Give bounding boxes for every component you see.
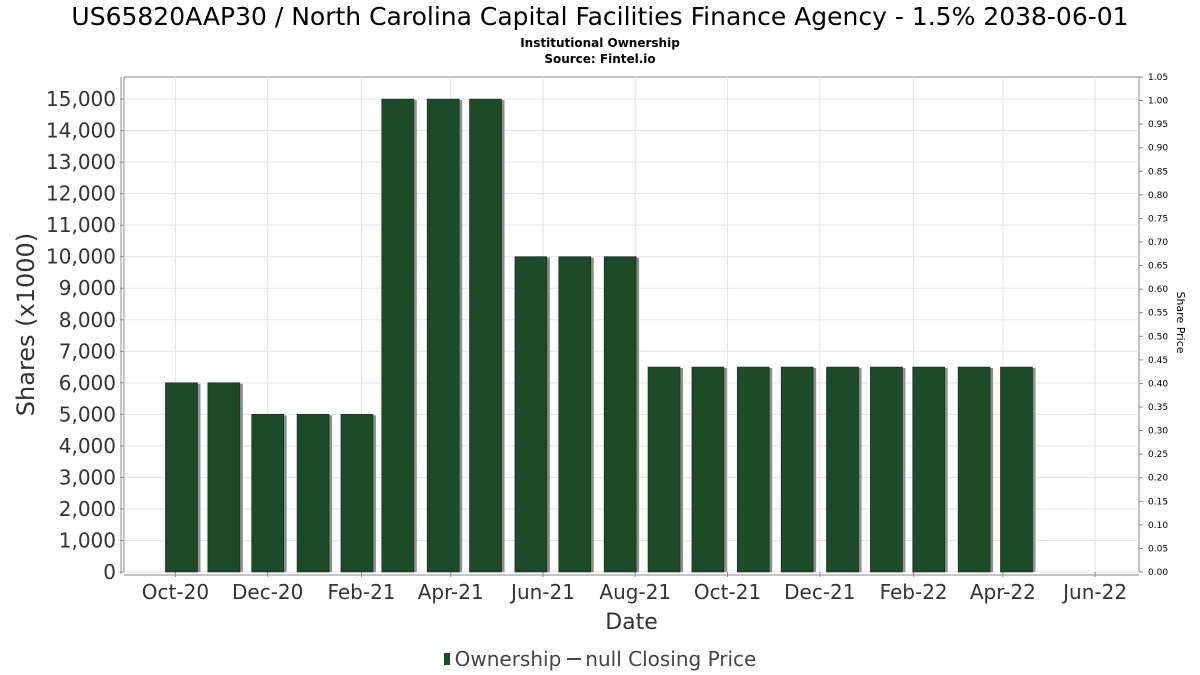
x-tick-label: Oct-21 xyxy=(694,580,761,604)
y2-tick-label: 0.45 xyxy=(1148,356,1168,366)
x-tick-label: Jun-21 xyxy=(509,580,575,604)
y-tick-label: 8,000 xyxy=(59,308,116,332)
y2-tick-label: 0.00 xyxy=(1148,568,1168,578)
ownership-bar xyxy=(1000,366,1033,573)
y-tick-label: 15,000 xyxy=(46,87,116,111)
y-tick-label: 4,000 xyxy=(59,434,116,458)
y2-tick-label: 0.10 xyxy=(1148,521,1168,531)
ownership-bar xyxy=(870,366,903,573)
y2-tick-label: 0.20 xyxy=(1148,474,1168,484)
closing-price-legend-line xyxy=(567,658,582,660)
y-tick-label: 12,000 xyxy=(46,182,116,206)
x-tick-label: Apr-22 xyxy=(970,580,1036,604)
chart-legend: Ownership null Closing Price xyxy=(0,647,1200,671)
chart-title: US65820AAP30 / North Carolina Capital Fa… xyxy=(71,2,1129,31)
ownership-bar xyxy=(207,382,241,573)
y2-tick-label: 0.50 xyxy=(1148,332,1168,342)
y2-tick-label: 0.95 xyxy=(1148,120,1168,130)
y-tick-label: 0 xyxy=(103,560,116,584)
y-tick-label: 11,000 xyxy=(46,213,116,237)
y2-tick-label: 0.15 xyxy=(1148,497,1168,507)
y-tick-label: 2,000 xyxy=(59,497,116,521)
x-tick-label: Apr-21 xyxy=(418,580,484,604)
y2-tick-label: 0.25 xyxy=(1148,450,1168,460)
x-tick-label: Dec-21 xyxy=(784,580,855,604)
y2-axis-label: Share Price xyxy=(1174,291,1187,353)
ownership-bar xyxy=(647,366,681,573)
chart-source: Source: Fintel.io xyxy=(544,52,656,66)
x-tick-label: Dec-20 xyxy=(232,580,303,604)
ownership-bar xyxy=(469,98,502,573)
ownership-bar xyxy=(296,414,330,573)
y-tick-label: 13,000 xyxy=(46,150,116,174)
y-tick-label: 1,000 xyxy=(59,528,116,552)
y-tick-label: 6,000 xyxy=(59,371,116,395)
ownership-bar xyxy=(691,366,725,573)
ownership-bar xyxy=(165,382,198,573)
y-tick-label: 5,000 xyxy=(59,402,116,426)
y2-tick-label: 0.30 xyxy=(1148,427,1168,437)
x-tick-label: Jun-22 xyxy=(1061,580,1127,604)
ownership-bar xyxy=(736,366,770,573)
y2-tick-label: 0.55 xyxy=(1148,309,1168,319)
ownership-bar xyxy=(558,256,592,573)
y-tick-label: 14,000 xyxy=(46,119,116,143)
ownership-bar xyxy=(514,256,548,573)
ownership-bar xyxy=(251,414,285,573)
y2-tick-label: 1.05 xyxy=(1148,73,1168,83)
y2-tick-label: 0.35 xyxy=(1148,403,1168,413)
ownership-bar xyxy=(957,366,991,573)
y2-tick-label: 0.40 xyxy=(1148,379,1168,389)
y2-tick-label: 1.00 xyxy=(1148,97,1168,107)
ownership-bar xyxy=(826,366,859,573)
ownership-bar xyxy=(381,98,415,573)
ownership-bar xyxy=(780,366,814,573)
y-tick-label: 7,000 xyxy=(59,339,116,363)
legend-item-ownership: Ownership xyxy=(454,647,562,671)
y2-tick-label: 0.70 xyxy=(1148,238,1168,248)
y-tick-label: 9,000 xyxy=(59,276,116,300)
ownership-legend-swatch xyxy=(443,653,450,665)
y2-tick-label: 0.05 xyxy=(1148,544,1168,554)
x-tick-label: Feb-21 xyxy=(327,580,395,604)
y-tick-label: 3,000 xyxy=(59,465,116,489)
ownership-bar xyxy=(603,256,637,573)
x-tick-label: Aug-21 xyxy=(599,580,671,604)
legend-item-closing-price: null Closing Price xyxy=(585,647,757,671)
y2-tick-label: 0.85 xyxy=(1148,167,1168,177)
y-axis-label: Shares (x1000) xyxy=(12,233,40,416)
y2-tick-label: 0.80 xyxy=(1148,191,1168,201)
y2-tick-label: 0.60 xyxy=(1148,285,1168,295)
ownership-bar xyxy=(426,98,460,573)
y2-tick-label: 0.75 xyxy=(1148,214,1168,224)
y2-tick-label: 0.65 xyxy=(1148,262,1168,272)
y-tick-label: 10,000 xyxy=(46,245,116,269)
x-axis-label: Date xyxy=(605,610,658,635)
x-tick-label: Oct-20 xyxy=(142,580,209,604)
ownership-bar xyxy=(340,414,374,573)
ownership-bar xyxy=(912,366,946,573)
x-tick-label: Feb-22 xyxy=(880,580,948,604)
y2-tick-label: 0.90 xyxy=(1148,144,1168,154)
chart-subtitle: Institutional Ownership xyxy=(520,36,680,50)
